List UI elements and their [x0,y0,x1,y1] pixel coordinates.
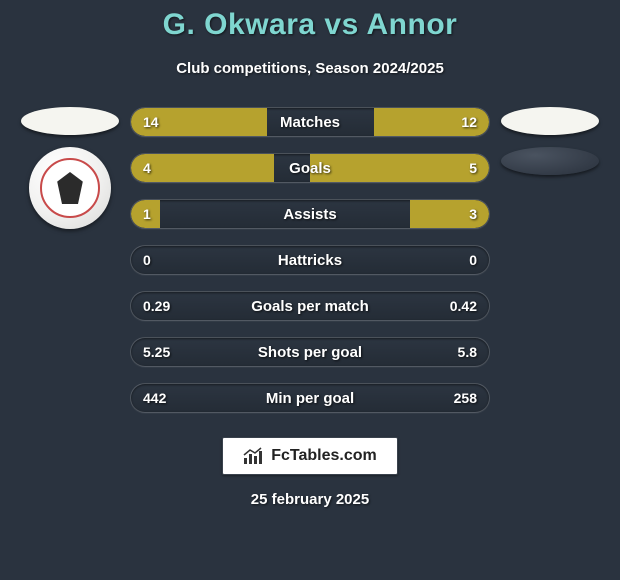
crest-ring [40,158,100,218]
stat-value-right: 5.8 [458,338,477,366]
left-country-badge [21,107,119,135]
subtitle: Club competitions, Season 2024/2025 [0,60,620,77]
stat-bars: 14Matches12 4Goals5 1Assists3 0Hattricks0 0.… [130,107,490,413]
stat-value-right: 3 [469,200,477,228]
stat-value-right: 258 [454,384,477,412]
crest-mark [54,172,86,204]
left-club-crest [29,147,111,229]
stat-label: Hattricks [131,246,489,274]
right-club-badge [501,147,599,175]
page-title: G. Okwara vs Annor [0,0,620,42]
stat-value-right: 0 [469,246,477,274]
brand-chart-icon [243,447,263,465]
stat-bar: 0.29Goals per match0.42 [130,291,490,321]
brand-text: FcTables.com [271,447,377,465]
stat-bar: 5.25Shots per goal5.8 [130,337,490,367]
stat-label: Assists [131,200,489,228]
stat-value-right: 5 [469,154,477,182]
footer: FcTables.com 25 february 2025 [0,437,620,508]
right-country-badge [501,107,599,135]
right-player-col [490,107,610,413]
stat-bar: 442Min per goal258 [130,383,490,413]
comparison-panel: 14Matches12 4Goals5 1Assists3 0Hattricks0 0.… [0,107,620,413]
stat-label: Goals [131,154,489,182]
stat-label: Min per goal [131,384,489,412]
left-player-col [10,107,130,413]
stat-bar: 14Matches12 [130,107,490,137]
date-label: 25 february 2025 [251,491,369,508]
brand-box[interactable]: FcTables.com [222,437,398,475]
stat-label: Shots per goal [131,338,489,366]
stat-label: Matches [131,108,489,136]
stat-bar: 0Hattricks0 [130,245,490,275]
stat-bar: 4Goals5 [130,153,490,183]
stat-label: Goals per match [131,292,489,320]
stat-value-right: 12 [461,108,477,136]
stat-bar: 1Assists3 [130,199,490,229]
stat-value-right: 0.42 [450,292,477,320]
